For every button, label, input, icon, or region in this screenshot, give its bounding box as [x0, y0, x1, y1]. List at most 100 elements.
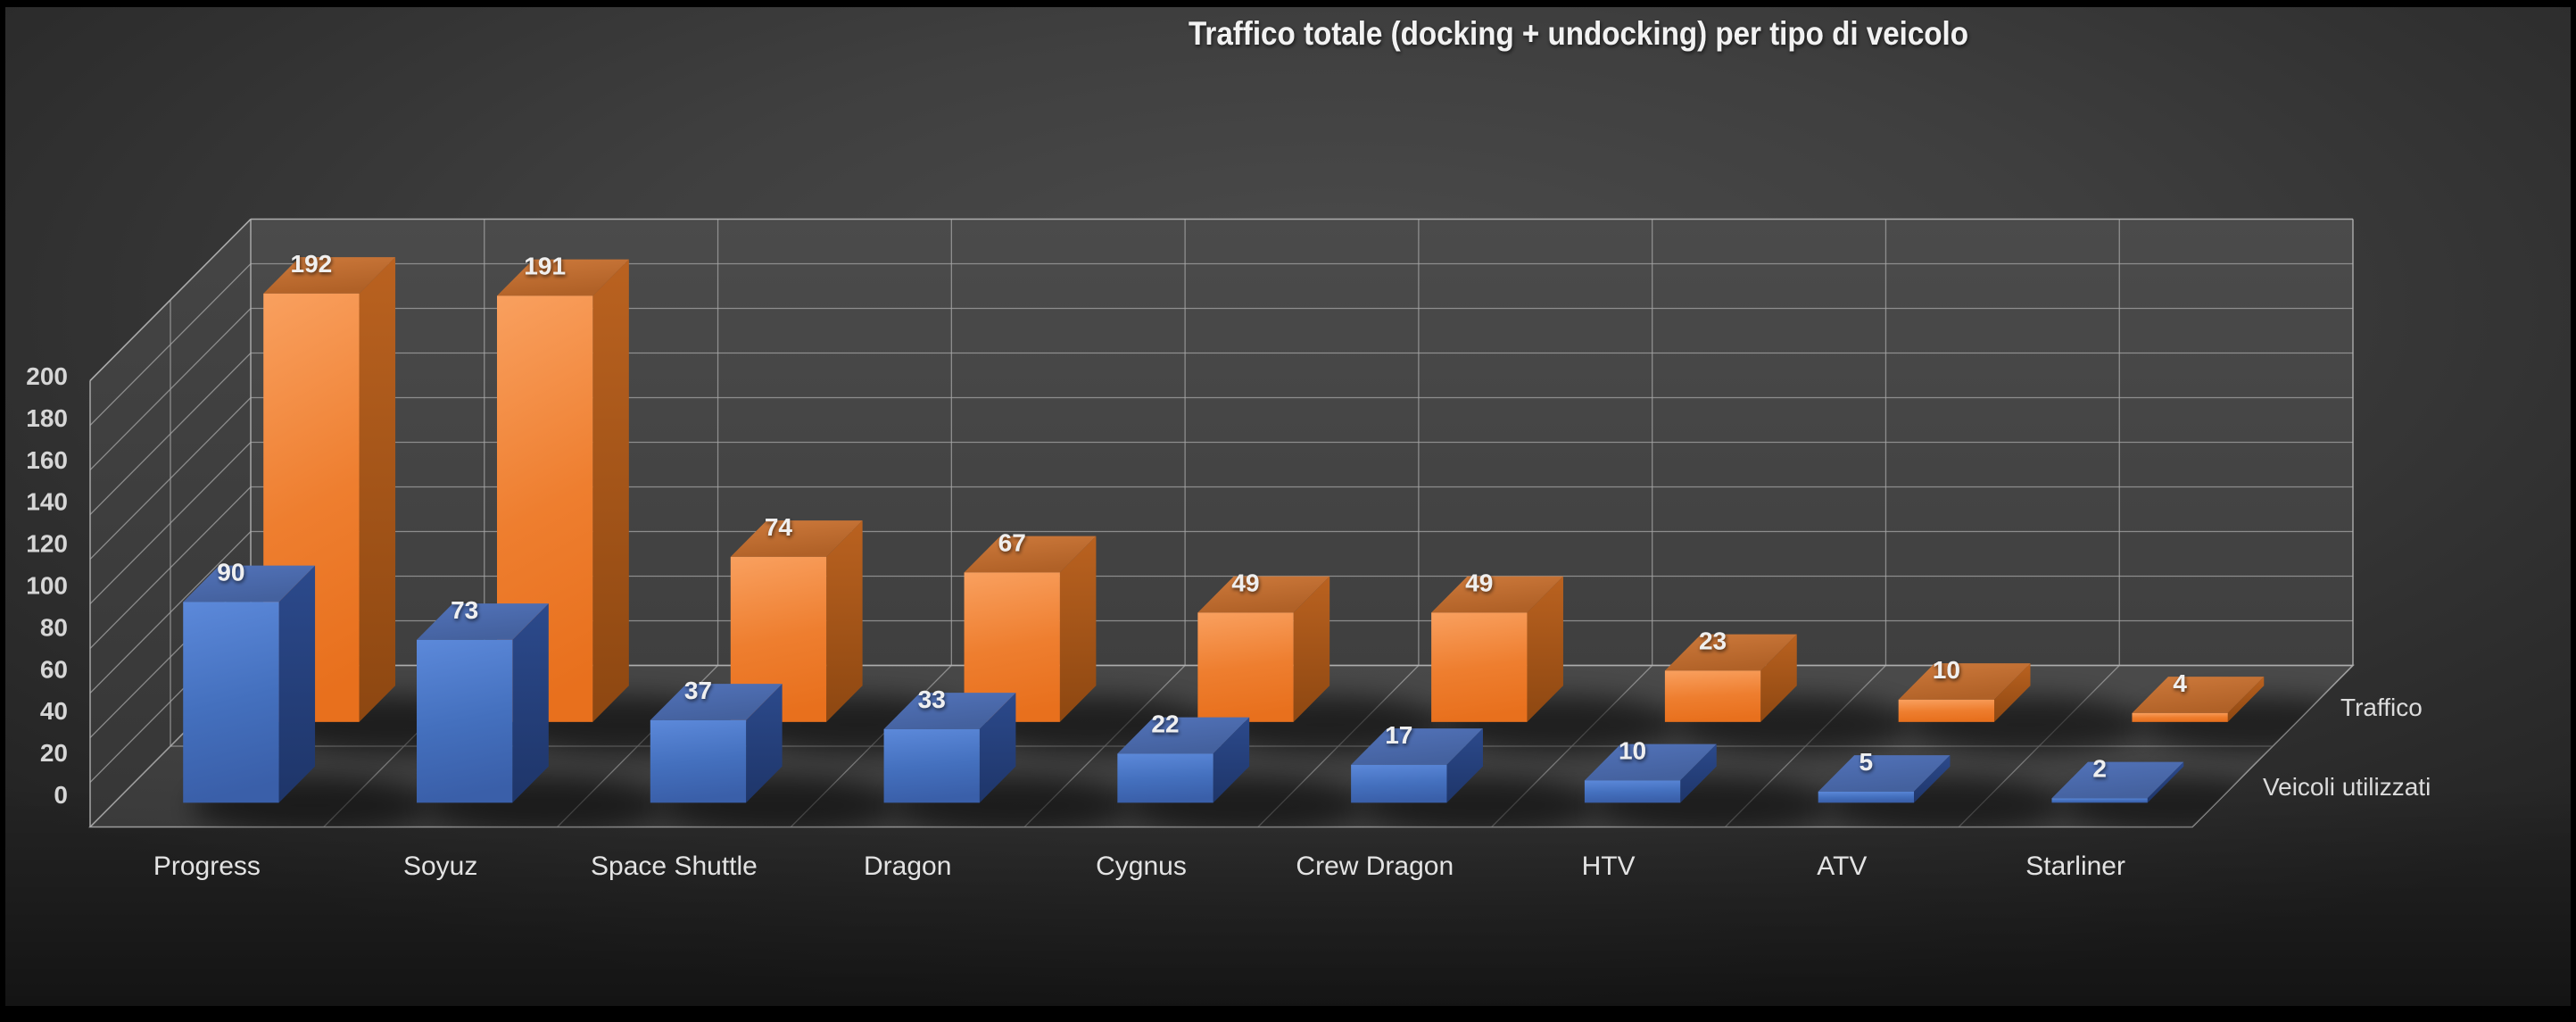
category-axis-label-3: Dragon [864, 852, 951, 881]
bar-veicoli-4[interactable] [1117, 717, 1250, 803]
bar-veicoli-1[interactable] [417, 603, 549, 803]
value-axis-tick: 200 [26, 362, 68, 390]
data-label: 10 [1933, 656, 1960, 684]
bar-top-face [1351, 728, 1483, 765]
bar-top-face [263, 257, 396, 294]
category-axis-label-1: Soyuz [403, 852, 477, 881]
data-label: 10 [1619, 736, 1646, 764]
bar-veicoli-3[interactable] [883, 693, 1016, 803]
bar-traffico-7[interactable] [1898, 663, 2031, 722]
bar-top-face [1664, 634, 1797, 671]
bar-top-face [2132, 677, 2265, 713]
bar-front-face [883, 728, 980, 803]
bar-top-face [497, 259, 629, 296]
bar-front-face [1197, 612, 1294, 722]
bar-front-face [1117, 753, 1213, 803]
bar-top-face [2051, 761, 2184, 799]
data-label: 4 [2173, 669, 2187, 697]
value-axis-tick: 140 [26, 488, 68, 516]
value-axis-tick: 80 [40, 613, 68, 641]
bar-veicoli-7[interactable] [1818, 755, 1951, 803]
bar-front-face [1584, 780, 1681, 803]
category-axis-label-2: Space Shuttle [591, 852, 758, 881]
bar-side-face [826, 520, 863, 722]
bar-side-face [1527, 576, 1563, 722]
bar-side-face [979, 693, 1016, 803]
bar-side-face [1680, 744, 1717, 803]
bar-top-face [883, 693, 1016, 729]
value-axis-tick: 0 [54, 781, 68, 809]
series-axis-label-back: Traffico [2340, 694, 2423, 721]
value-axis-tick: 60 [40, 655, 68, 683]
bar-front-face [2132, 712, 2228, 722]
data-label: 192 [291, 250, 333, 278]
value-axis-tick: 180 [26, 404, 68, 432]
bar-side-face [1914, 755, 1951, 803]
bar-side-face [1293, 576, 1330, 722]
data-label: 191 [524, 252, 566, 279]
bar-traffico-4[interactable] [1197, 576, 1330, 722]
bar-top-face [1584, 744, 1717, 781]
series-axis-label-front: Veicoli utilizzati [2263, 773, 2431, 801]
category-axis-label-8: Starliner [2025, 852, 2125, 881]
data-label: 49 [1465, 569, 1493, 596]
bar-front-face [2051, 798, 2148, 803]
chart-title: Traffico totale (docking + undocking) pe… [1189, 15, 1968, 52]
category-axis-label-4: Cygnus [1096, 852, 1187, 881]
bar-veicoli-5[interactable] [1351, 728, 1483, 803]
data-label: 33 [918, 685, 946, 713]
bar-traffico-8[interactable] [2132, 677, 2265, 722]
bar-veicoli-8[interactable] [2051, 761, 2184, 803]
bar-side-face [1760, 634, 1797, 722]
category-axis-label-5: Crew Dragon [1296, 852, 1454, 881]
bar-side-face [359, 257, 396, 722]
bar-traffico-5[interactable] [1431, 576, 1563, 722]
value-axis-tick: 40 [40, 697, 68, 725]
bar-traffico-6[interactable] [1664, 634, 1797, 722]
category-axis-label-6: HTV [1582, 852, 1636, 881]
bar-side-face [1446, 728, 1483, 803]
bar-top-face [1431, 576, 1563, 613]
bar-veicoli-0[interactable] [183, 565, 316, 803]
data-label: 37 [684, 677, 712, 704]
value-axis-tick: 160 [26, 446, 68, 474]
data-label: 90 [217, 558, 244, 586]
bar-front-face [1898, 699, 1995, 722]
data-label: 5 [1860, 748, 1874, 776]
bar-front-face [1818, 791, 1915, 803]
data-label: 73 [451, 596, 478, 624]
data-label: 22 [1151, 710, 1179, 737]
bar-top-face [1197, 576, 1330, 613]
data-label: 67 [998, 528, 1026, 556]
bar-top-face [650, 684, 783, 720]
bar-side-face [2147, 761, 2184, 803]
bar-front-face [1431, 612, 1528, 722]
category-axis-label-0: Progress [153, 852, 261, 881]
bar-side-face [592, 259, 629, 722]
data-label: 74 [765, 513, 793, 541]
bar-top-face [417, 603, 549, 640]
bar-top-face [1117, 717, 1250, 754]
bar-side-face [278, 565, 316, 803]
value-axis-tick: 20 [40, 739, 68, 767]
bar-side-face [1213, 717, 1250, 803]
bar-side-face [512, 603, 549, 803]
bar-front-face [650, 719, 747, 803]
category-axis-label-7: ATV [1817, 852, 1867, 881]
data-label: 49 [1231, 569, 1259, 596]
bar-front-face [417, 639, 513, 803]
bar-side-face [746, 684, 783, 803]
bar-side-face [1994, 663, 2031, 722]
data-label: 23 [1699, 627, 1727, 654]
bar-top-face [1898, 663, 2031, 700]
bar-veicoli-6[interactable] [1584, 744, 1717, 803]
data-label: 2 [2092, 754, 2107, 782]
bar-veicoli-2[interactable] [650, 684, 783, 803]
bar-top-face [183, 565, 316, 602]
bar-front-face [1664, 670, 1761, 722]
bar-front-face [183, 602, 279, 803]
bar-top-face [730, 520, 863, 557]
bar-front-face [1351, 764, 1447, 803]
